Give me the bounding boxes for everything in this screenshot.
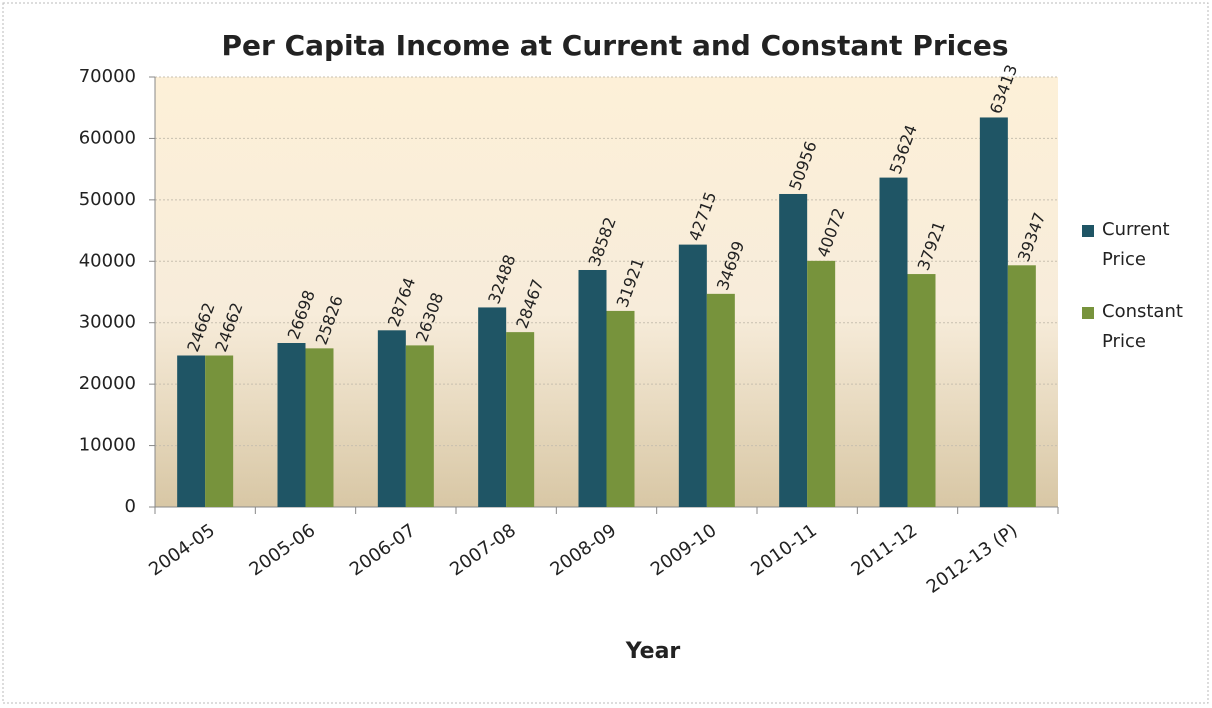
- bar: [678, 244, 707, 508]
- bar: [478, 307, 507, 507]
- bar: [205, 355, 234, 507]
- legend-swatch: [1082, 225, 1094, 237]
- x-tick-label: 2005-06: [246, 520, 320, 580]
- bar: [907, 274, 936, 507]
- bar: [807, 260, 836, 507]
- y-tick-label: 50000: [79, 189, 136, 210]
- bar: [706, 293, 735, 507]
- bar: [979, 117, 1008, 507]
- bar: [506, 332, 535, 507]
- bar: [305, 348, 334, 507]
- legend-label: Constant Price: [1102, 301, 1183, 352]
- y-tick-label: 20000: [79, 373, 136, 394]
- x-tick-label: 2008-09: [547, 520, 621, 580]
- y-tick-label: 0: [125, 496, 136, 517]
- bar: [879, 177, 908, 507]
- bar: [1007, 265, 1036, 507]
- bar: [405, 345, 434, 507]
- y-tick-label: 10000: [79, 435, 136, 456]
- bar: [177, 355, 206, 507]
- chart-title: Per Capita Income at Current and Constan…: [222, 29, 1009, 62]
- y-tick-label: 70000: [79, 66, 136, 87]
- x-tick-label: 2007-08: [446, 520, 520, 580]
- bar: [578, 269, 607, 507]
- x-axis-title: Year: [625, 639, 681, 664]
- legend-item: Current Price: [1082, 215, 1202, 275]
- x-tick-label: 2006-07: [346, 520, 420, 580]
- y-tick-label: 60000: [79, 127, 136, 148]
- legend-label: Current Price: [1102, 219, 1170, 270]
- x-tick-label: 2011-12: [848, 520, 922, 580]
- bar: [606, 310, 635, 507]
- x-tick-label: 2009-10: [647, 520, 721, 580]
- x-tick-label: 2012-13 (P): [923, 520, 1022, 598]
- x-tick-label: 2004-05: [145, 520, 219, 580]
- y-tick-label: 30000: [79, 312, 136, 333]
- x-tick-label: 2010-11: [747, 520, 821, 580]
- y-tick-label: 40000: [79, 250, 136, 271]
- legend-item: Constant Price: [1082, 297, 1202, 357]
- bar: [779, 193, 808, 508]
- bar: [377, 330, 406, 507]
- bar: [277, 342, 306, 507]
- legend-swatch: [1082, 307, 1094, 319]
